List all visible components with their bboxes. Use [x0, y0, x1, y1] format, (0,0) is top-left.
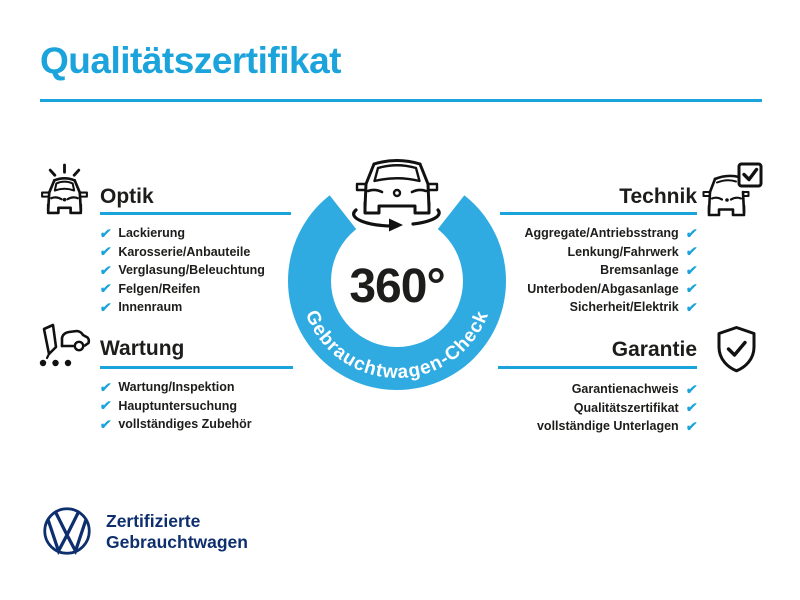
section-heading-garantie: Garantie [611, 338, 697, 361]
list-item: ✔ Karosserie/Anbauteile [98, 243, 265, 262]
check-icon: ✔ [98, 281, 113, 296]
check-icon: ✔ [98, 299, 113, 315]
list-item: Sicherheit/Elektrik ✔ [524, 298, 699, 317]
technik-list: Aggregate/Antriebsstrang ✔ Lenkung/Fahrwe… [524, 224, 699, 317]
check-icon: ✔ [98, 379, 113, 395]
shiny-car-icon [41, 163, 88, 215]
list-item: vollständige Unterlagen ✔ [536, 417, 699, 436]
section-rule-garantie [498, 366, 697, 369]
section-heading-wartung: Wartung [100, 337, 185, 360]
list-item: Aggregate/Antriebsstrang ✔ [524, 224, 699, 243]
check-icon: ✔ [98, 225, 113, 241]
check-icon: ✔ [684, 244, 699, 259]
garantie-list: Garantienachweis ✔ Qualitätszertifikat ✔ v… [536, 380, 699, 436]
list-item: Unterboden/Abgasanlage ✔ [524, 280, 699, 299]
item-label: Lenkung/Fahrwerk [567, 244, 679, 259]
item-label: Karosserie/Anbauteile [118, 244, 251, 259]
item-label: Wartung/Inspektion [118, 380, 235, 395]
item-label: Qualitätszertifikat [573, 400, 679, 415]
shield-check-icon [717, 326, 756, 373]
list-item: Qualitätszertifikat ✔ [537, 399, 699, 418]
optik-list: ✔ Lackierung ✔ Karosserie/Anbauteile ✔ Verg… [98, 224, 265, 317]
item-label: Unterboden/Abgasanlage [527, 281, 679, 296]
item-label: Lackierung [118, 226, 185, 241]
item-label: vollständige Unterlagen [536, 419, 679, 434]
list-item: ✔ vollständiges Zubehör [98, 415, 252, 434]
item-label: Hauptuntersuchung [118, 398, 238, 413]
list-item: ✔ Wartung/Inspektion [98, 378, 252, 397]
header-divider [40, 99, 762, 102]
section-heading-optik: Optik [100, 185, 154, 208]
section-heading-technik: Technik [619, 185, 697, 208]
section-rule-wartung [100, 366, 293, 369]
list-item: ✔ Lackierung [98, 224, 265, 243]
item-label: Verglasung/Beleuchtung [118, 263, 265, 278]
list-item: Bremsanlage ✔ [524, 261, 699, 280]
item-label: Garantienachweis [571, 382, 679, 397]
wartung-list: ✔ Wartung/Inspektion ✔ Hauptuntersuchung ✔… [98, 378, 252, 434]
section-rule-technik [500, 212, 697, 215]
footer-wordmark: Zertifizierte Gebrauchtwagen [106, 511, 248, 553]
car-checkbox-icon [702, 162, 763, 217]
footer-line2: Gebrauchtwagen [106, 532, 248, 552]
item-label: Sicherheit/Elektrik [569, 300, 679, 315]
check-icon: ✔ [684, 225, 699, 241]
check-icon: ✔ [684, 262, 699, 278]
list-item: ✔ Innenraum [98, 298, 265, 317]
page-title: Qualitätszertifikat [40, 40, 341, 81]
list-item: Garantienachweis ✔ [537, 380, 699, 399]
check-icon: ✔ [684, 381, 699, 397]
item-label: Bremsanlage [600, 263, 679, 278]
badge-inner-circle [331, 215, 463, 347]
car-360-icon [352, 159, 441, 232]
item-label: Innenraum [118, 300, 183, 315]
list-item: Lenkung/Fahrwerk ✔ [524, 243, 699, 262]
check-icon: ✔ [684, 281, 699, 296]
check-icon: ✔ [684, 299, 699, 315]
item-label: Felgen/Reifen [118, 281, 201, 296]
check-icon: ✔ [98, 416, 113, 432]
360-check-badge: Gebrauchtwagen-Check 360° [288, 155, 506, 390]
check-icon: ✔ [684, 400, 699, 415]
list-item: ✔ Hauptuntersuchung [98, 397, 252, 416]
check-icon: ✔ [98, 244, 113, 259]
check-icon: ✔ [684, 418, 699, 434]
list-item: ✔ Felgen/Reifen [98, 280, 265, 299]
list-item: ✔ Verglasung/Beleuchtung [98, 261, 265, 280]
check-icon: ✔ [98, 262, 113, 278]
footer-line1: Zertifizierte [106, 511, 201, 531]
section-rule-optik [100, 212, 291, 215]
badge-value: 360° [349, 260, 444, 313]
item-label: vollständiges Zubehör [118, 417, 252, 432]
check-icon: ✔ [98, 398, 113, 413]
item-label: Aggregate/Antriebsstrang [524, 226, 679, 241]
vw-logo [43, 507, 91, 556]
pen-checklist-car-icon [39, 323, 91, 367]
